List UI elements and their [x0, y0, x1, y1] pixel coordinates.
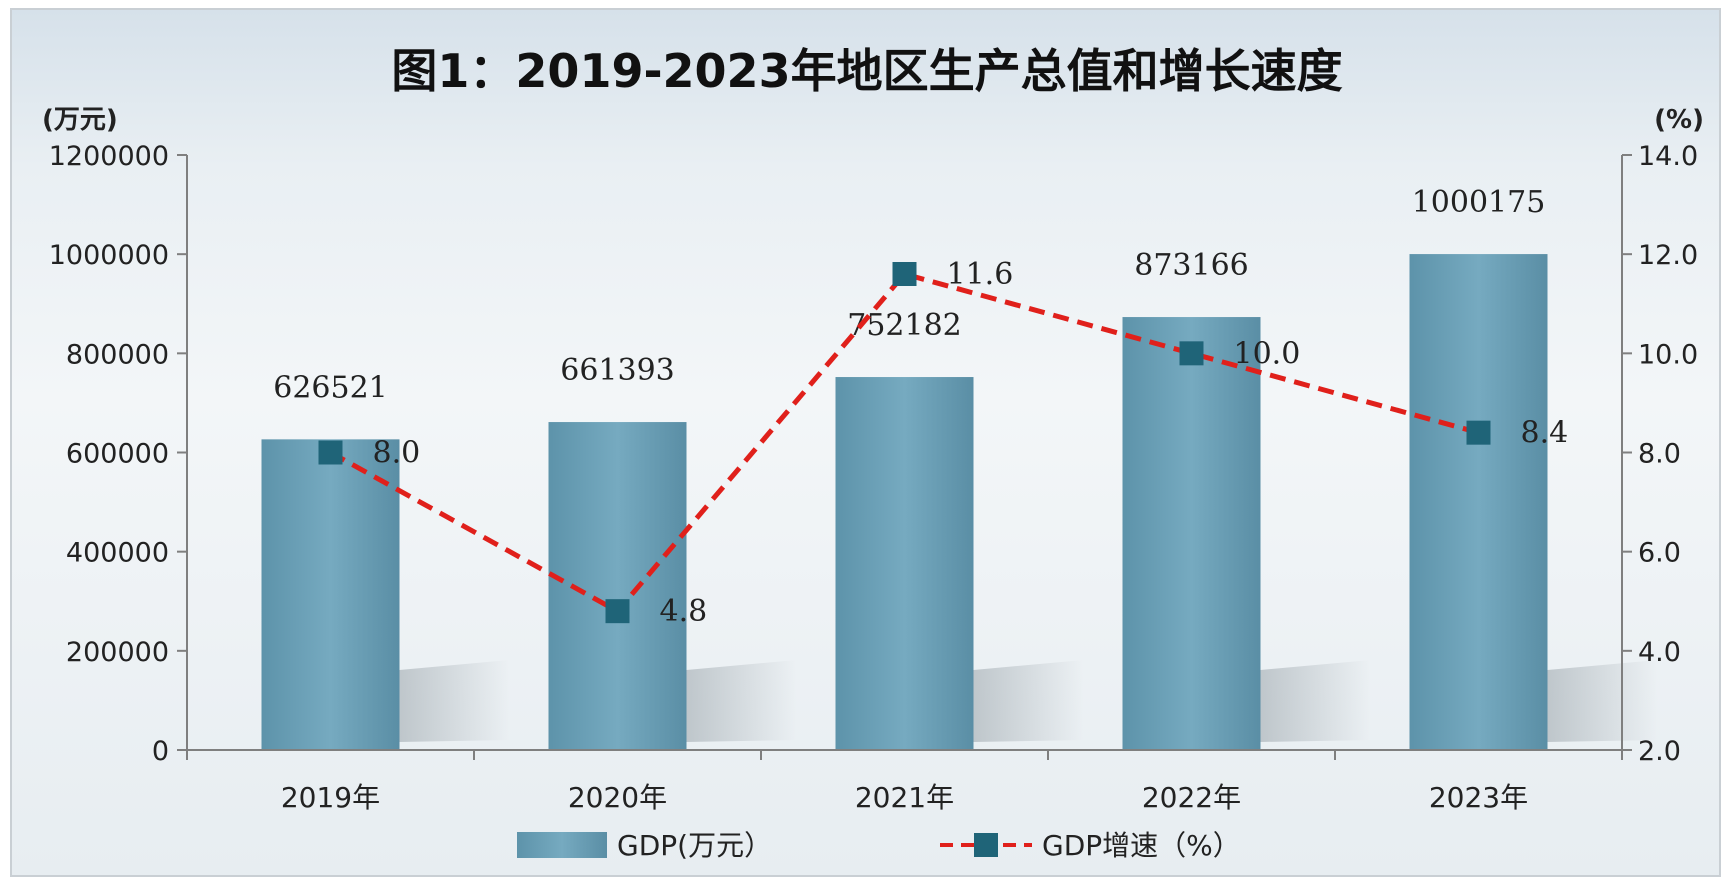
bar-shadow [1260, 660, 1371, 742]
legend-line-marker [974, 833, 998, 857]
right-tick-label: 2.0 [1638, 736, 1681, 767]
bar-shadow [399, 660, 510, 742]
category-label: 2020年 [568, 781, 667, 814]
gdp-bar-labels: 626521 661393 752182 873166 1000175 [273, 185, 1545, 405]
left-tick-label: 800000 [66, 339, 169, 370]
gdp-bar-2020年 [548, 422, 687, 750]
growth-rate-label: 10.0 [1234, 336, 1301, 371]
legend: GDP(万元） GDP增速（%） [517, 829, 1241, 862]
gdp-bar-2022年 [1122, 317, 1261, 750]
gdp-bar-2019年 [261, 439, 400, 750]
gdp-bar-label: 752182 [847, 308, 962, 343]
growth-rate-marker [1466, 420, 1491, 445]
right-tick-label: 12.0 [1638, 240, 1698, 271]
legend-bar-label: GDP(万元） [617, 829, 772, 862]
left-tick-label: 1200000 [49, 141, 169, 172]
right-axis-ticks: 2.0 4.0 6.0 8.0 10.0 12.0 14.0 [1622, 141, 1698, 767]
chart-svg: 图1：2019-2023年地区生产总值和增长速度 (万元) (%) 626521… [42, 44, 1704, 862]
growth-rate-label: 11.6 [947, 257, 1014, 292]
gdp-bar-label: 626521 [273, 370, 388, 405]
bar-shadow [973, 660, 1084, 742]
category-label: 2019年 [281, 781, 380, 814]
category-label: 2022年 [1142, 781, 1241, 814]
left-tick-label: 1000000 [49, 240, 169, 271]
growth-rate-label: 4.8 [660, 594, 708, 629]
category-label: 2023年 [1429, 781, 1528, 814]
bar-shadow [686, 660, 797, 742]
category-labels: 2019年 2020年 2021年 2022年 2023年 [186, 750, 1623, 814]
right-tick-label: 6.0 [1638, 538, 1681, 569]
right-tick-label: 14.0 [1638, 141, 1698, 172]
gdp-bar-2023年 [1409, 254, 1548, 750]
left-axis-ticks: 0 200000 400000 600000 800000 1000000 1200000 [49, 141, 187, 767]
left-tick-label: 600000 [66, 439, 169, 470]
gdp-bar-label: 1000175 [1412, 185, 1546, 220]
chart-title: 图1：2019-2023年地区生产总值和增长速度 [391, 44, 1342, 98]
bar-shadows [399, 660, 1658, 742]
right-tick-label: 10.0 [1638, 339, 1698, 370]
growth-rate-marker [605, 599, 630, 624]
growth-rate-marker [892, 262, 917, 286]
growth-rate-line [318, 262, 1491, 624]
left-tick-label: 400000 [66, 538, 169, 569]
left-axis-unit: (万元) [42, 105, 118, 135]
left-tick-label: 0 [152, 736, 169, 767]
gdp-bar-label: 661393 [560, 353, 675, 388]
growth-rate-marker [318, 440, 343, 465]
left-tick-label: 200000 [66, 637, 169, 668]
category-label: 2021年 [855, 781, 954, 814]
right-axis-unit: (%) [1654, 105, 1704, 135]
growth-rate-label: 8.0 [373, 436, 421, 471]
growth-rate-label: 8.4 [1521, 416, 1569, 451]
bar-shadow [1547, 660, 1658, 742]
legend-line-label: GDP增速（%） [1042, 829, 1241, 862]
gdp-bar-2021年 [835, 377, 974, 750]
gdp-bars [261, 254, 1548, 750]
legend-bar-swatch [517, 832, 607, 858]
gdp-bar-label: 873166 [1134, 248, 1249, 283]
growth-rate-labels: 8.0 4.8 11.6 10.0 8.4 [373, 257, 1569, 629]
right-tick-label: 4.0 [1638, 637, 1681, 668]
growth-rate-marker [1179, 341, 1204, 366]
chart-frame: 图1：2019-2023年地区生产总值和增长速度 (万元) (%) 626521… [10, 8, 1721, 877]
right-tick-label: 8.0 [1638, 439, 1681, 470]
